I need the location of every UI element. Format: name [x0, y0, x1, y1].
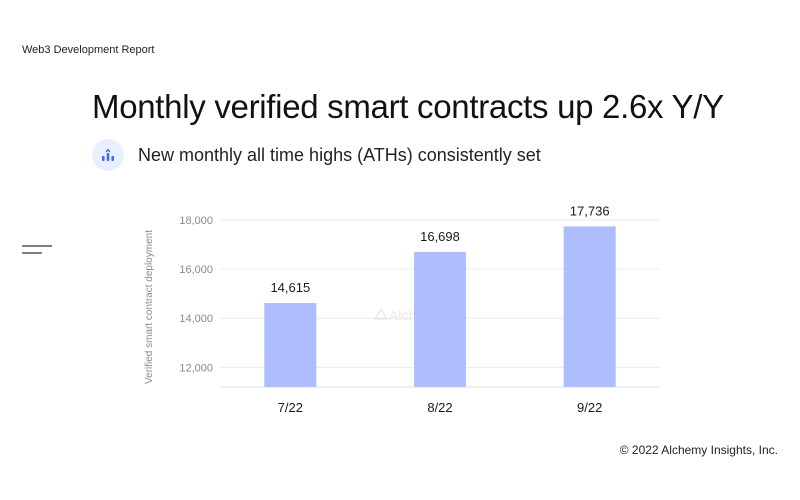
y-tick-label: 16,000	[179, 264, 213, 276]
page-title: Monthly verified smart contracts up 2.6x…	[92, 88, 724, 125]
bar	[563, 226, 616, 387]
copyright-text: © 2022 Alchemy Insights, Inc.	[619, 443, 778, 457]
bar	[414, 251, 466, 387]
y-tick-label: 18,000	[179, 215, 213, 227]
page-subtitle: New monthly all time highs (ATHs) consis…	[138, 144, 541, 165]
y-axis-label: Verified smart contract deployment	[144, 230, 155, 384]
x-tick-label: 8/22	[427, 400, 452, 415]
x-tick-label: 7/22	[278, 400, 303, 415]
subtitle-row: New monthly all time highs (ATHs) consis…	[92, 137, 541, 173]
watermark-text: Alchemy	[389, 307, 443, 323]
bar	[264, 303, 317, 387]
menu-lines-icon	[22, 245, 52, 254]
bar-value-label: 17,736	[570, 203, 610, 218]
bar-chart-up-icon	[92, 139, 124, 171]
bar-value-label: 16,698	[420, 229, 460, 244]
watermark: Alchemy	[373, 307, 443, 323]
x-tick-label: 9/22	[577, 400, 602, 415]
bar-value-label: 14,615	[270, 280, 310, 295]
y-tick-label: 12,000	[179, 362, 213, 374]
report-label: Web3 Development Report	[22, 44, 155, 56]
y-tick-label: 14,000	[179, 313, 213, 325]
